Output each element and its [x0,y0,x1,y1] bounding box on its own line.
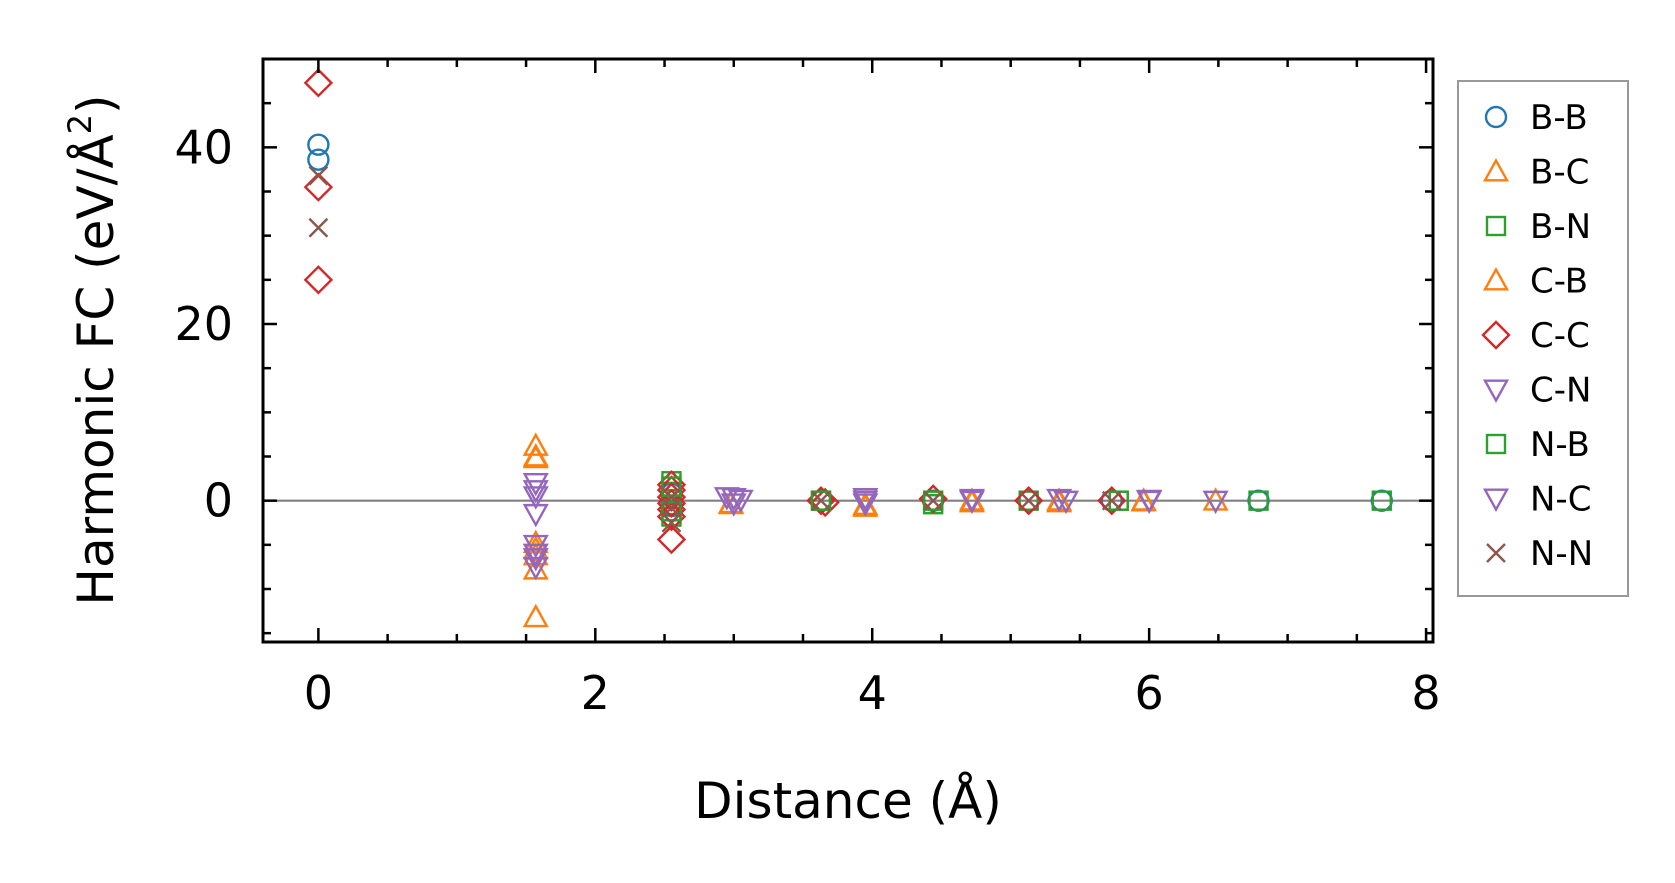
legend-label-b-n: B-N [1530,207,1591,247]
legend-label-c-n: C-N [1530,371,1591,411]
data-point-n-n [923,490,944,511]
x-tick-label: 2 [581,666,610,720]
data-point-n-n [308,165,329,186]
data-point-c-n [522,503,549,528]
y-tick-label: 20 [174,297,233,351]
data-point-c-b [1130,487,1157,511]
data-point-n-n [811,490,831,511]
data-point-n-c [727,489,754,514]
legend-label-c-c: C-C [1530,316,1590,356]
legend-marker-b-b [1484,105,1508,129]
series-n-n [308,165,1122,533]
legend-item-c-c: C-C [1481,316,1590,356]
data-point-n-c [713,487,740,511]
data-point-c-c [303,265,334,295]
x-tick-label: 0 [304,666,333,720]
legend-item-c-n: C-N [1482,371,1591,411]
data-point-n-n [1018,490,1039,511]
data-point-c-n [852,488,879,512]
legend-item-c-b: C-B [1482,262,1588,302]
data-point-c-n [522,473,549,497]
legend-label-c-b: C-B [1530,262,1588,302]
data-point-b-n [1248,490,1269,511]
data-point-n-n [1101,490,1122,511]
data-point-b-c [522,529,549,554]
data-point-n-c [852,490,879,515]
data-point-c-c [303,68,334,98]
data-point-b-n [1018,490,1039,511]
legend-item-b-n: B-N [1485,207,1591,247]
data-point-c-c [1013,485,1044,516]
y-axis-label-superscript: 2 [61,114,99,134]
data-point-n-b [810,490,832,511]
legend: B-B B-C B-N C-B C-C C-N N-B N-C N-N [1457,80,1629,597]
data-point-c-n [522,486,549,510]
legend-marker-n-c [1482,488,1510,512]
legend-item-n-c: N-C [1482,480,1591,520]
legend-item-n-b: N-B [1485,425,1590,465]
legend-label-b-b: B-B [1530,98,1588,138]
legend-item-b-b: B-B [1484,98,1588,138]
data-point-c-c [1097,485,1127,516]
data-point-c-n [1202,490,1229,515]
y-axis-label-main: Harmonic FC (eV/Å [67,134,125,605]
data-point-n-n [661,512,682,533]
data-point-n-c [522,480,549,504]
y-tick-label: 0 [204,474,233,528]
x-tick-label: 4 [858,666,887,720]
data-point-b-n [1371,490,1392,511]
legend-item-n-n: N-N [1486,534,1593,574]
data-point-c-n [522,556,549,581]
data-point-n-b [1108,490,1129,511]
data-point-n-c [958,488,985,513]
tick-labels: 0 2 4 6 8 0 20 40 [174,120,1440,720]
legend-label-n-b: N-B [1530,425,1590,465]
data-point-c-c [810,487,840,518]
y-tick-label: 40 [174,120,233,174]
legend-marker-b-n [1485,215,1507,237]
data-point-n-n [308,217,329,238]
data-point-n-b [661,501,682,522]
y-axis-label: Harmonic FC (eV/Å2) [61,94,125,605]
legend-label-n-c: N-C [1530,480,1591,520]
legend-marker-n-n [1486,543,1506,563]
data-point-c-c [656,524,687,555]
data-point-n-c [522,543,549,568]
data-point-c-n [1053,490,1080,515]
data-point-n-n [661,497,682,518]
x-axis-label: Distance (Å) [694,772,1002,830]
plot-frame [261,57,1435,644]
data-point-b-c [522,603,549,628]
data-point-n-c [1046,488,1073,513]
legend-item-b-c: B-C [1482,153,1589,193]
legend-label-b-c: B-C [1530,153,1589,193]
legend-marker-c-b [1482,267,1510,291]
data-points [303,68,1393,628]
plot-background [263,59,1433,642]
data-point-b-c [522,432,549,456]
data-point-b-b [307,133,330,156]
series-n-c [522,480,1163,568]
legend-marker-n-b [1485,433,1507,455]
legend-label-n-n: N-N [1530,534,1593,574]
data-point-b-b [307,148,330,171]
data-point-n-b [922,490,944,511]
axis-ticks [263,59,1433,642]
legend-marker-c-c [1481,320,1511,350]
data-point-c-b [522,443,549,467]
data-point-n-c [1136,489,1163,514]
legend-marker-b-c [1482,158,1510,182]
x-tick-label: 6 [1135,666,1164,720]
data-point-c-n [852,493,879,517]
x-tick-label: 8 [1411,666,1440,720]
legend-marker-c-n [1482,379,1510,403]
y-axis-label-close: ) [67,94,125,114]
